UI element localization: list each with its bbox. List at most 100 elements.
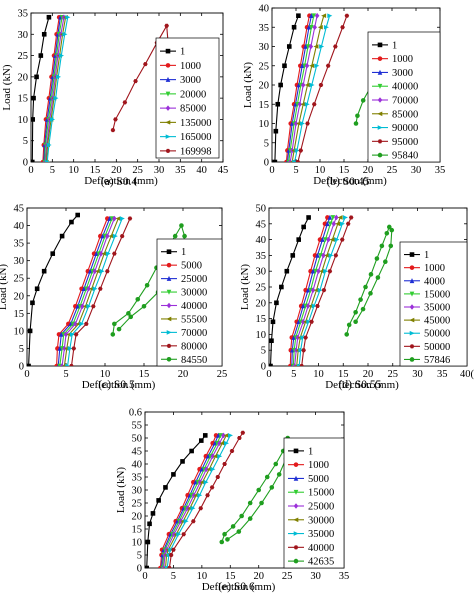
data-point-42635 — [225, 537, 230, 542]
legend: 1 5000 25000 30000 40000 55500 70000 80000 84550 — [156, 238, 223, 367]
data-point-3000 — [296, 82, 302, 88]
data-point-25000 — [87, 268, 93, 274]
data-point-95000 — [298, 148, 304, 153]
y-tick-label: 10 — [14, 326, 25, 337]
data-point-50000 — [348, 215, 354, 220]
data-point-84550 — [135, 296, 141, 302]
data-point-45000 — [335, 221, 341, 227]
data-point-5000 — [193, 479, 198, 485]
data-point-95840 — [355, 113, 360, 119]
data-point-80000 — [105, 269, 110, 274]
data-point-1 — [27, 363, 31, 366]
data-point-42635 — [259, 500, 264, 506]
legend-entry-135000: 135000 — [180, 118, 212, 129]
x-tick-label: 20 — [363, 369, 374, 380]
y-tick-label: 0 — [19, 362, 24, 373]
series-line-40000 — [168, 432, 244, 568]
data-point-15000 — [323, 237, 328, 243]
data-point-40000 — [205, 493, 210, 498]
x-tick-label: 40( — [460, 369, 474, 380]
data-point-80000 — [127, 216, 133, 221]
data-point-165000 — [50, 117, 56, 122]
y-tick-label: 15 — [132, 525, 143, 536]
data-point-50000 — [315, 303, 320, 308]
data-point-35000 — [227, 433, 233, 438]
y-tick-label: 35 — [256, 251, 267, 262]
data-point-15000 — [318, 253, 323, 259]
data-point-4000 — [289, 347, 295, 353]
legend-marker — [293, 503, 299, 509]
plot-area — [145, 430, 292, 568]
legend-entry-169998: 169998 — [180, 146, 212, 157]
plot-frame — [30, 12, 224, 163]
y-tick-label: 25 — [14, 274, 25, 285]
data-point-25000 — [210, 453, 215, 459]
data-point-25000 — [94, 250, 99, 256]
x-tick-label: 40 — [196, 165, 207, 176]
y-tick-label: 30 — [259, 42, 270, 53]
data-point-42635 — [230, 524, 236, 529]
legend-entry-50000: 50000 — [424, 329, 450, 340]
data-point-70000 — [92, 286, 98, 292]
data-point-90000 — [319, 44, 325, 49]
data-point-35000 — [316, 268, 321, 274]
data-point-1 — [31, 159, 35, 162]
legend-marker — [166, 289, 172, 295]
data-point-165000 — [46, 142, 52, 148]
data-point-25000 — [221, 432, 226, 439]
y-tick-label: 10 — [132, 538, 143, 549]
data-point-85000 — [313, 44, 319, 49]
data-point-57846 — [384, 230, 390, 236]
data-point-169998 — [133, 79, 138, 84]
data-point-50000 — [328, 253, 334, 258]
data-point-35000 — [176, 531, 182, 537]
data-point-1 — [189, 448, 194, 454]
data-point-15000 — [313, 268, 318, 274]
data-point-35000 — [168, 547, 174, 553]
y-tick-label: 25 — [18, 51, 29, 62]
legend-marker — [409, 330, 415, 336]
data-point-50000 — [342, 215, 348, 220]
x-tick-label: 20 — [178, 369, 189, 380]
chart-panel-3: 0 5 10 15 20 25 0 5 10 15 20 25 30 35 40 45 Deflection (… — [0, 204, 227, 392]
data-point-40000 — [191, 519, 196, 524]
x-axis-label: Deflection (mm) — [82, 379, 156, 391]
y-axis-label: Load (kN) — [115, 467, 127, 513]
data-point-57846 — [346, 322, 352, 328]
data-point-50000 — [323, 268, 329, 274]
data-point-84550 — [172, 233, 178, 239]
legend-marker — [166, 330, 172, 335]
data-point-40000 — [63, 331, 69, 338]
legend-marker — [409, 278, 415, 284]
data-point-25000 — [59, 331, 64, 337]
y-tick-label: 35 — [132, 473, 143, 484]
series-line-57846 — [346, 225, 393, 335]
chart-panel-2: 0 5 10 15 20 25 30 35 0 5 10 15 20 25 30 35 40 Deflection… — [242, 4, 445, 189]
legend-marker — [165, 134, 171, 139]
data-point-1 — [269, 363, 273, 366]
legend-marker — [293, 462, 299, 467]
legend-entry-3000: 3000 — [392, 68, 413, 79]
data-point-57846 — [375, 275, 381, 280]
data-point-40000 — [181, 532, 186, 537]
x-tick-label: 5 — [171, 571, 176, 582]
legend-entry-1000: 1000 — [180, 61, 201, 72]
data-point-1 — [75, 212, 80, 218]
data-point-95000 — [325, 63, 331, 68]
data-point-57846 — [388, 243, 394, 249]
data-point-35000 — [183, 518, 189, 524]
legend-entry-30000: 30000 — [308, 515, 334, 526]
legend-marker — [377, 83, 383, 89]
y-tick-label: 45 — [14, 204, 25, 215]
legend-marker — [293, 558, 299, 564]
legend-marker — [377, 69, 383, 75]
data-point-57846 — [383, 259, 388, 265]
legend-marker — [165, 48, 171, 54]
data-point-25000 — [107, 215, 112, 221]
x-tick-label: 30 — [412, 369, 423, 380]
data-point-84550 — [144, 282, 150, 288]
data-point-35000 — [203, 479, 209, 485]
legend-entry-42635: 42635 — [308, 557, 334, 568]
y-tick-label: 20 — [18, 72, 29, 83]
data-point-50000 — [311, 303, 317, 309]
